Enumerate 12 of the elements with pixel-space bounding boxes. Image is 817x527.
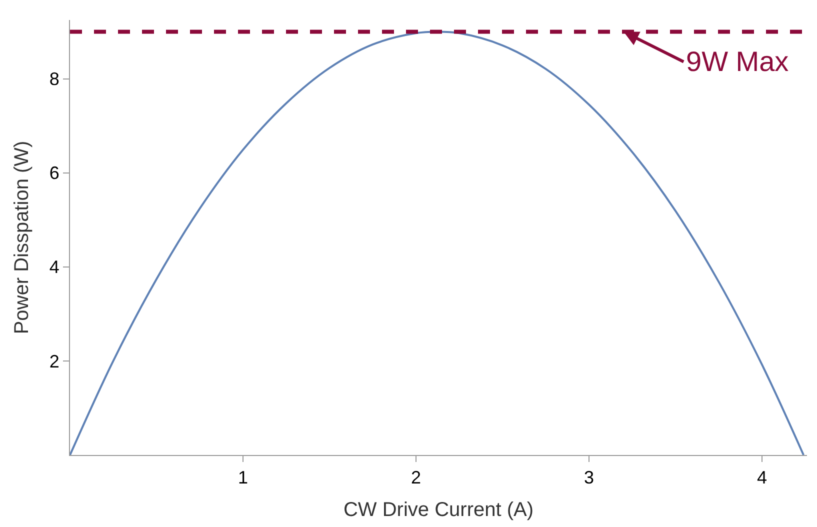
y-tick-label: 4 [49,257,60,278]
line-series [70,30,805,455]
x-tick-label: 1 [238,468,248,488]
x-axis-title: CW Drive Current (A) [343,499,534,522]
y-tick-label: 2 [49,351,60,372]
x-tick-label: 3 [584,468,594,488]
x-tick-label: 2 [411,468,422,488]
annotation: 9W Max [686,46,789,77]
y-tick-label: 8 [49,69,60,90]
y-tick-label: 6 [49,163,60,184]
y-axis-title: Power Disspation (W) [10,140,33,334]
x-tick-label: 4 [757,468,768,488]
